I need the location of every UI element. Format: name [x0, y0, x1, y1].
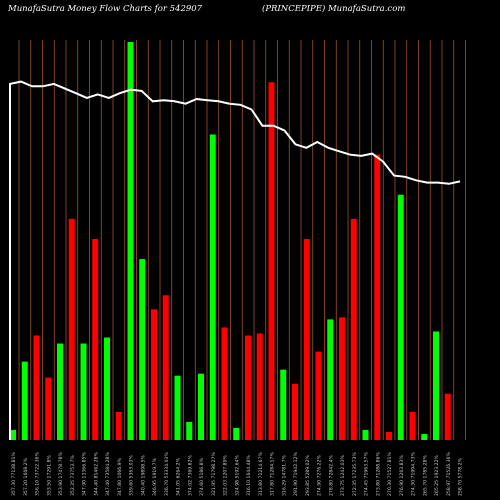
- x-tick-label: 336.70 53334.03%: [164, 452, 170, 496]
- x-tick-label: 347.80 1066.9%: [117, 457, 123, 496]
- bar: [256, 333, 263, 440]
- bar: [115, 411, 122, 440]
- bar: [33, 335, 40, 440]
- x-tick-label: 341.05 6264.2%: [176, 457, 182, 496]
- bar-series: [10, 42, 451, 441]
- bar: [68, 218, 75, 440]
- x-tick-label: 322.03 1207.89%: [223, 454, 229, 496]
- x-tick-label: 317.80 71284.17%: [270, 452, 276, 496]
- bar: [198, 373, 204, 440]
- bar: [174, 375, 181, 440]
- x-tick-label: 346.95 1919.7%: [152, 457, 158, 496]
- bar: [374, 154, 381, 440]
- bar: [45, 377, 52, 440]
- x-tick-label: 265.25 1923.22%: [434, 454, 440, 496]
- bar: [10, 429, 16, 440]
- bar: [186, 421, 193, 440]
- bar: [292, 383, 298, 440]
- x-tick-label: 274.45 71963.57%: [364, 452, 370, 496]
- x-tick-label: 353.90 17478.78%: [58, 452, 64, 496]
- x-tick-label: 278.80 72842.4%: [328, 454, 334, 496]
- bar: [57, 343, 63, 440]
- x-tick-labels: 357.30 77138.81% 357.20 1668.2% 356.10 737…: [11, 452, 464, 496]
- bar: [339, 317, 345, 440]
- separator-lines: [18, 40, 466, 440]
- bar: [162, 295, 169, 440]
- bar: [92, 239, 99, 440]
- x-tick-label: 313.80 71214.67%: [258, 452, 264, 496]
- x-tick-label: 316.10 1644.48%: [246, 454, 252, 496]
- bar: [139, 259, 146, 440]
- x-tick-label: 374.02 7369.82%: [187, 454, 193, 496]
- bar: [104, 337, 110, 440]
- x-tick-label: 272.35 17235.73%: [352, 452, 358, 496]
- x-tick-label: 321.95 71798.27%: [211, 452, 217, 496]
- bar: [362, 429, 369, 440]
- bar: [303, 239, 310, 440]
- bar: [433, 331, 439, 440]
- chart-site-title: (PRINCEPIPE) MunafaSutra.com: [262, 4, 406, 14]
- x-tick-label: 274.90 7276.22%: [317, 454, 323, 496]
- x-tick-label: 316.29 14781.7%: [281, 454, 287, 496]
- bar: [80, 343, 87, 440]
- x-tick-label: 258.97 71526.36%: [446, 452, 452, 496]
- bar: [421, 433, 428, 440]
- x-tick-label: 347.40 73584.28%: [105, 452, 111, 496]
- x-tick-label: 339.60 5363.03%: [129, 454, 135, 496]
- x-tick-label: 258.70 5778.2%: [458, 457, 464, 496]
- x-tick-label: 357.30 77138.81%: [11, 452, 17, 496]
- x-tick-label: 273.80 71288.86%: [375, 452, 381, 496]
- x-tick-label: 347.90 13366.85%: [82, 452, 88, 496]
- x-tick-label: 353.50 17291.8%: [46, 454, 52, 496]
- x-tick-label: 340.40 19898.5%: [140, 454, 146, 496]
- bar: [327, 319, 334, 440]
- x-tick-label: 265.70 1785.28%: [422, 454, 428, 496]
- bar: [444, 393, 451, 440]
- bar: [397, 194, 404, 440]
- x-tick-label: 352.25 73753.7%: [70, 454, 76, 496]
- bar: [280, 369, 287, 440]
- bar: [209, 134, 216, 441]
- x-tick-label: 291.90 71942.12%: [293, 452, 299, 496]
- x-tick-label: 344.40 81462.28%: [93, 452, 99, 496]
- x-tick-label: 273.75 1242.03%: [340, 454, 346, 496]
- bar: [233, 427, 240, 440]
- bar: [21, 361, 28, 440]
- x-tick-label: 274.30 71994.73%: [411, 452, 417, 496]
- bar: [221, 327, 228, 440]
- bar: [386, 431, 392, 440]
- bar: [409, 411, 416, 440]
- x-tick-label: 356.10 73722.36%: [35, 452, 41, 496]
- bar: [245, 335, 251, 440]
- price-line: [9, 80, 461, 440]
- chart-title: MunafaSutra Money Flow Charts for 542907: [8, 4, 203, 14]
- x-tick-label: 293.85 5289.02%: [305, 454, 311, 496]
- x-tick-label: 374.60 5186.8%: [199, 457, 205, 496]
- x-tick-label: 276.90 1263.83%: [399, 454, 405, 496]
- bar: [268, 82, 275, 440]
- bar: [127, 42, 134, 441]
- x-tick-label: 270.30 71527.81%: [387, 452, 393, 496]
- x-tick-label: 324.98 5192.64%: [234, 454, 240, 496]
- x-tick-label: 357.20 1668.2%: [23, 457, 29, 496]
- bar: [151, 309, 157, 440]
- bar: [350, 218, 357, 440]
- bar: [315, 351, 322, 440]
